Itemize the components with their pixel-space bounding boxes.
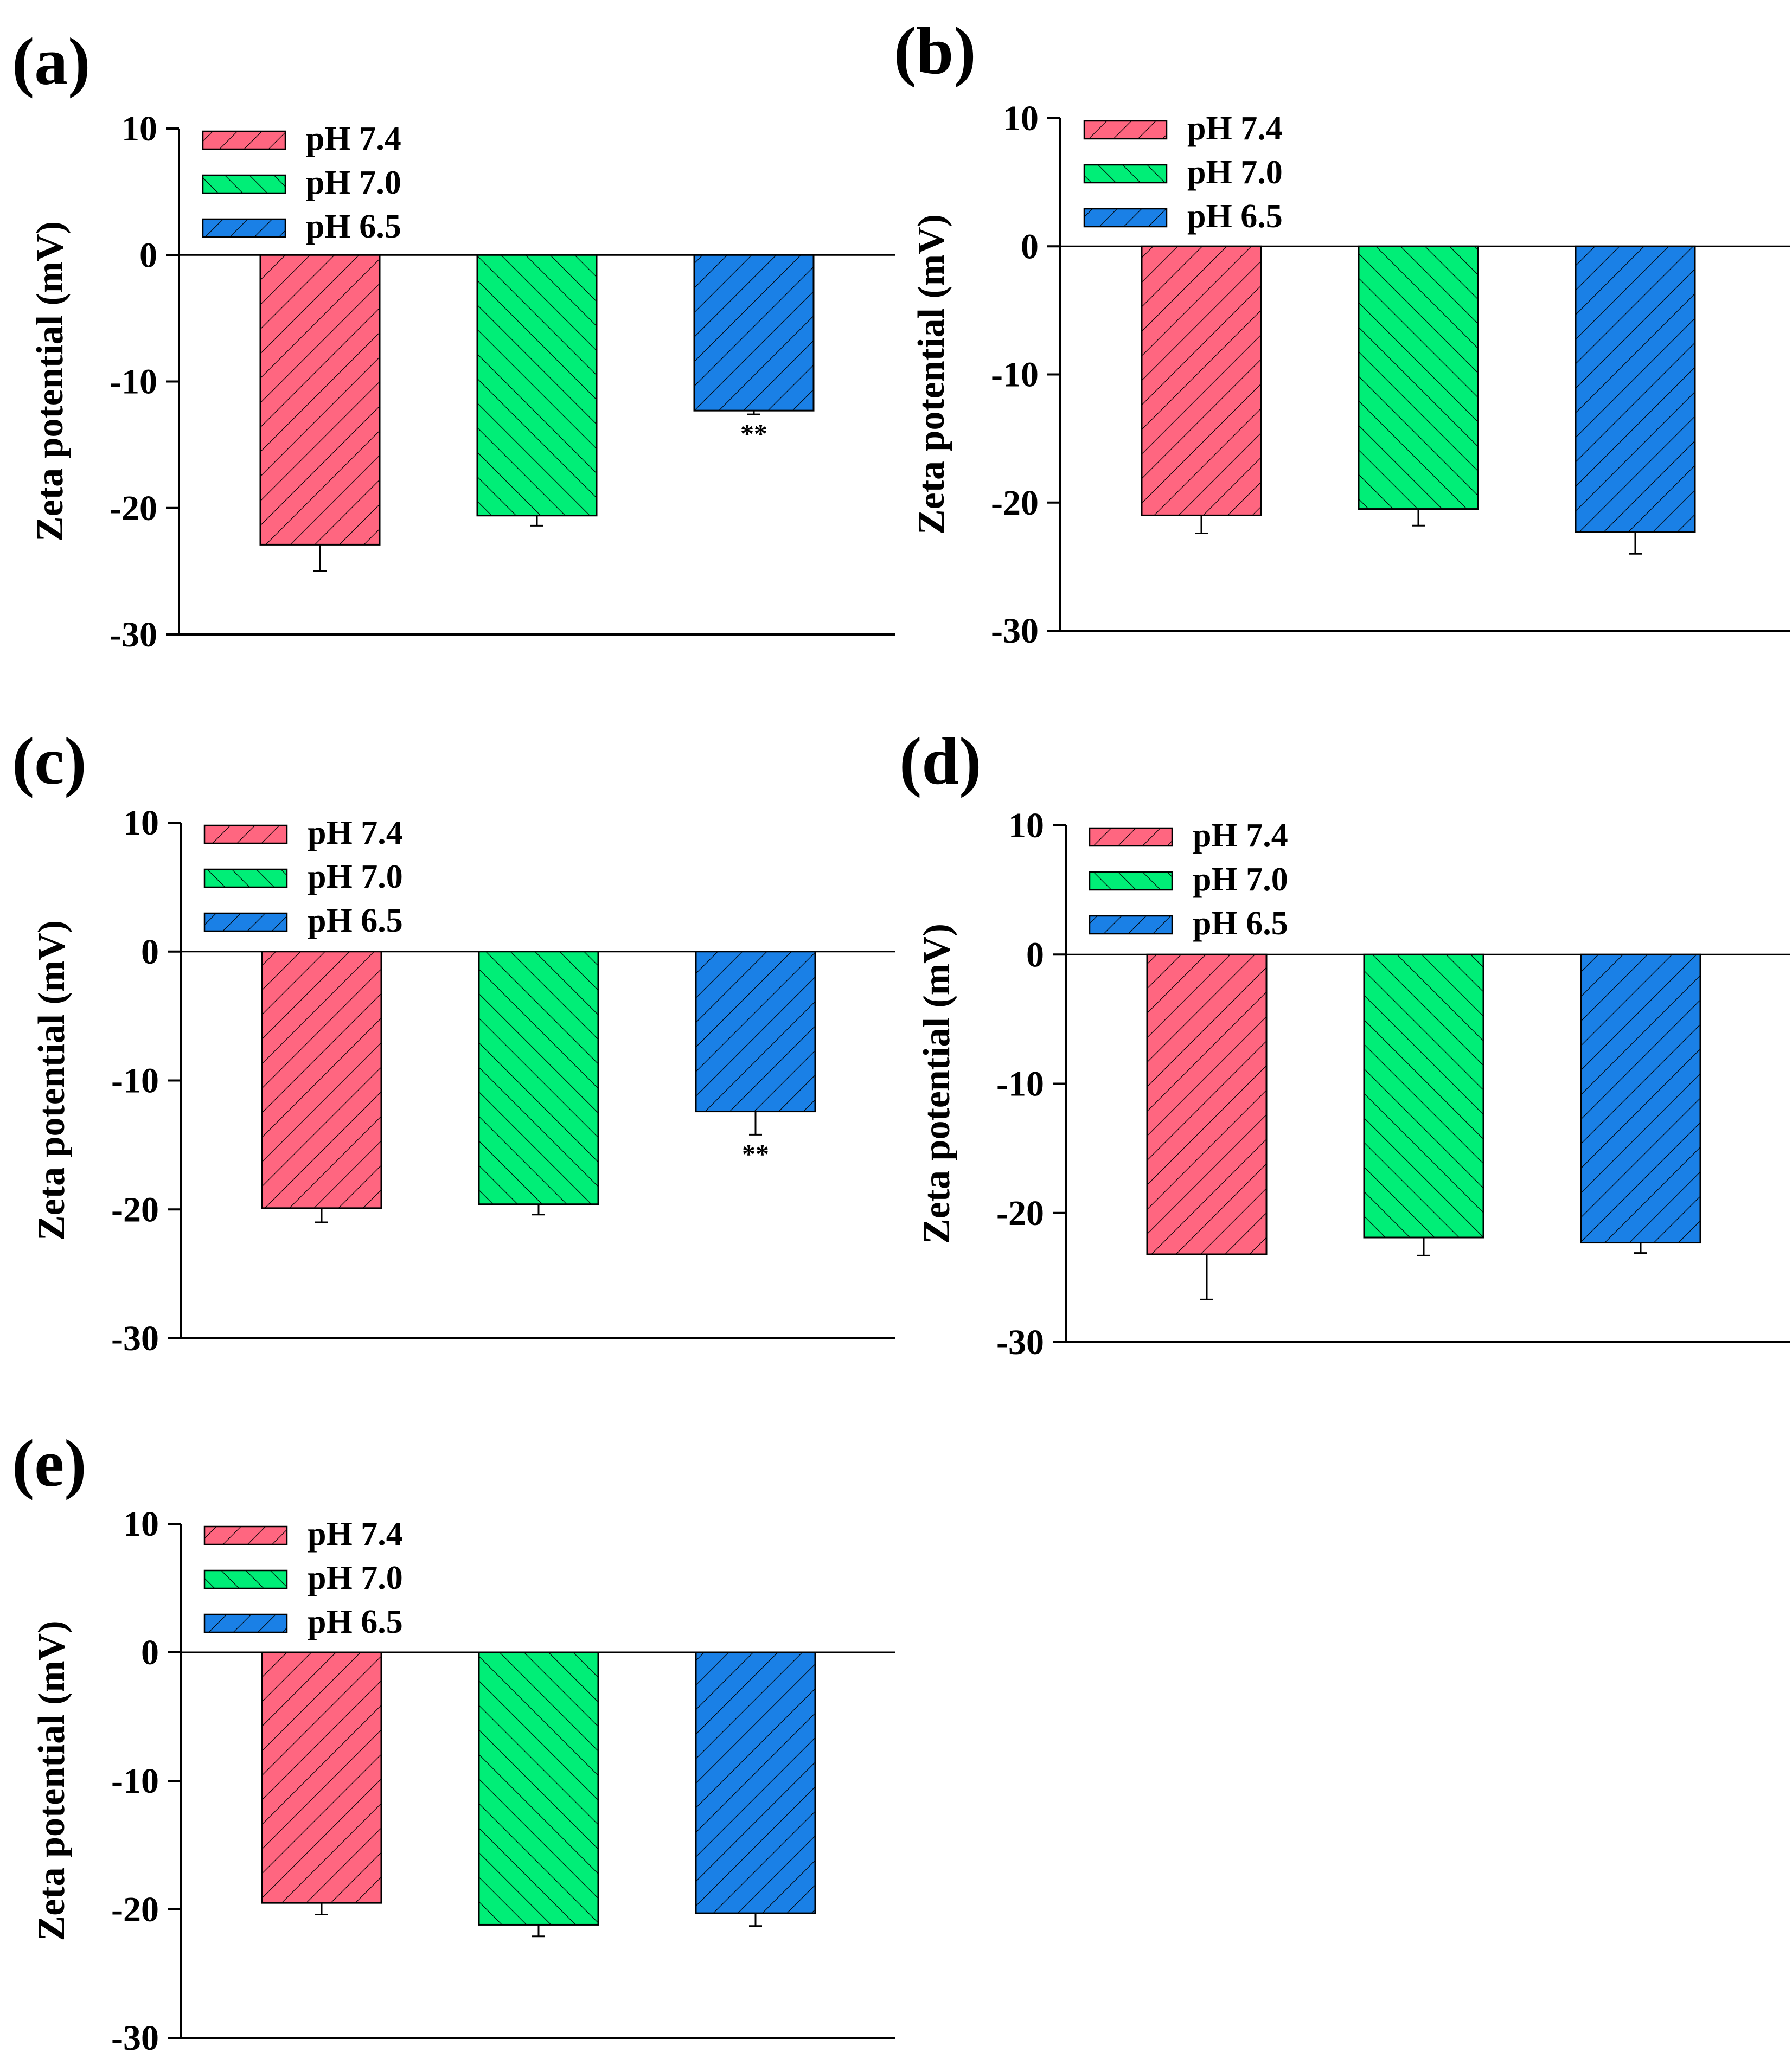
legend-swatch-2 [203, 1613, 288, 1633]
bar-2 [693, 254, 815, 412]
legend-swatch-1 [1089, 871, 1173, 891]
legend-entry-0: pH 7.4 [308, 815, 403, 851]
legend-entry-2: pH 6.5 [308, 902, 403, 939]
y-tick-label: 0 [141, 1633, 159, 1672]
legend-swatch-2 [1089, 915, 1173, 935]
y-tick-label: -20 [110, 489, 157, 528]
legend-entry-1: pH 7.0 [308, 858, 403, 895]
legend-entry-0: pH 7.4 [306, 120, 401, 157]
y-tick-label: -20 [996, 1194, 1044, 1233]
panel-e: (e) 10 0 -10 -20 -30 Zeta potential (mV) pH 7.4… [12, 1426, 895, 2058]
legend-entry-2: pH 6.5 [308, 1604, 403, 1640]
y-tick-label: 10 [123, 803, 159, 843]
panels-root: (a) 10 0 -10 -20 -30 Zeta potential (mV) ** pH 7… [12, 14, 1790, 2058]
bar-2 [695, 1651, 816, 1914]
legend-swatch-0 [1083, 120, 1168, 140]
legend-swatch-0 [202, 130, 286, 150]
y-tick-label: -30 [110, 615, 157, 655]
panel-label: (a) [12, 24, 91, 99]
bar-2 [1575, 245, 1696, 533]
legend-entry-2: pH 6.5 [1187, 198, 1283, 235]
panel-label: (b) [894, 14, 976, 88]
panel-b: (b) 10 0 -10 -20 -30 Zeta potential (mV) pH 7.4… [894, 14, 1790, 651]
y-tick-label: -30 [111, 1319, 159, 1358]
bar-0 [1141, 245, 1262, 516]
y-tick-label: 0 [1026, 935, 1044, 974]
legend-entry-1: pH 7.0 [306, 164, 401, 201]
legend-swatch-0 [1089, 827, 1173, 847]
legend-swatch-2 [203, 912, 288, 932]
y-tick-label: -30 [996, 1323, 1044, 1362]
y-tick-label: 0 [1021, 227, 1039, 266]
y-tick-label: -20 [111, 1890, 159, 1929]
legend-entry-2: pH 6.5 [1193, 905, 1288, 942]
bar-2 [695, 951, 816, 1113]
legend-entry-0: pH 7.4 [1193, 817, 1288, 854]
y-axis-label: Zeta potential (mV) [911, 214, 952, 535]
bar-1 [1358, 245, 1479, 510]
y-tick-label: -10 [111, 1761, 159, 1801]
bar-0 [259, 254, 381, 546]
bar-1 [1363, 953, 1484, 1239]
legend-swatch-1 [203, 868, 288, 888]
panel-label: (c) [12, 724, 87, 798]
y-tick-label: 10 [1008, 806, 1044, 845]
panel-label: (d) [899, 724, 982, 798]
legend-swatch-1 [203, 1569, 288, 1589]
y-tick-label: -10 [996, 1064, 1044, 1104]
legend-entry-1: pH 7.0 [1187, 154, 1283, 191]
bar-0 [261, 1651, 382, 1904]
y-tick-label: -10 [991, 355, 1039, 395]
y-tick-label: -20 [111, 1190, 159, 1229]
significance-annotation: ** [740, 418, 767, 448]
bar-1 [478, 1651, 599, 1926]
legend-swatch-2 [1083, 208, 1168, 228]
legend-swatch-1 [202, 174, 286, 194]
legend-swatch-0 [203, 824, 288, 844]
y-tick-label: 0 [141, 932, 159, 972]
y-axis-label: Zeta potential (mV) [31, 1620, 73, 1941]
bar-1 [476, 254, 598, 517]
y-tick-label: -20 [991, 483, 1039, 523]
y-axis-label: Zeta potential (mV) [31, 920, 73, 1241]
bar-1 [478, 951, 599, 1205]
y-tick-label: 10 [123, 1504, 159, 1544]
panel-a: (a) 10 0 -10 -20 -30 Zeta potential (mV) ** pH 7… [12, 24, 895, 655]
y-tick-label: -30 [991, 611, 1039, 651]
panel-c: (c) 10 0 -10 -20 -30 Zeta potential (mV) ** pH 7… [12, 724, 895, 1358]
panel-label: (e) [12, 1426, 87, 1500]
legend-entry-1: pH 7.0 [308, 1560, 403, 1596]
y-tick-label: -10 [111, 1061, 159, 1101]
legend-swatch-1 [1083, 164, 1168, 184]
legend-swatch-2 [202, 218, 286, 238]
y-axis-label: Zeta potential (mV) [916, 924, 958, 1244]
y-tick-label: 0 [139, 235, 157, 275]
bar-2 [1580, 953, 1701, 1244]
legend-entry-2: pH 6.5 [306, 208, 401, 245]
y-tick-label: 10 [121, 109, 157, 149]
y-tick-label: 10 [1003, 99, 1039, 138]
y-tick-label: -30 [111, 2018, 159, 2058]
legend-entry-1: pH 7.0 [1193, 861, 1288, 898]
bar-0 [1146, 953, 1268, 1255]
legend-entry-0: pH 7.4 [1187, 110, 1283, 147]
legend-swatch-0 [203, 1525, 288, 1545]
panel-d: (d) 10 0 -10 -20 -30 Zeta potential (mV) pH 7.4… [899, 724, 1790, 1362]
legend-entry-0: pH 7.4 [308, 1516, 403, 1553]
significance-annotation: ** [742, 1138, 769, 1169]
y-axis-label: Zeta potential (mV) [29, 221, 71, 542]
bar-0 [261, 951, 382, 1209]
y-tick-label: -10 [110, 362, 157, 402]
